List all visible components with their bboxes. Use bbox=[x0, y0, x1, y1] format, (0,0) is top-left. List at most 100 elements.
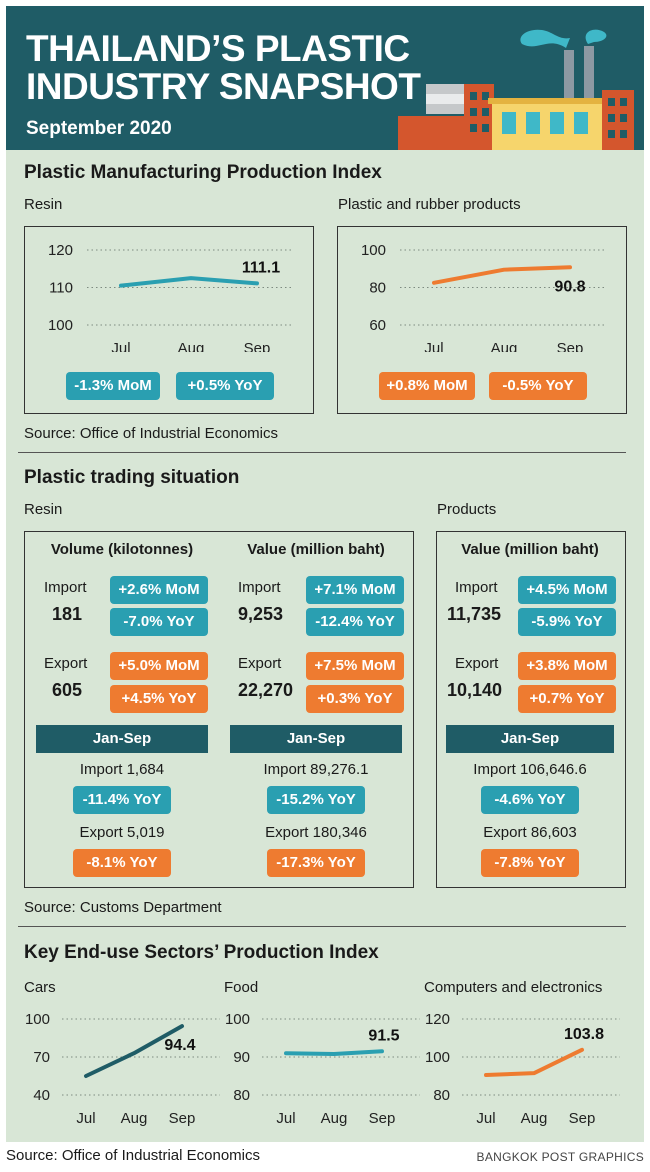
ytd-import-text: Import 1,684 bbox=[79, 761, 165, 778]
ytd-import-yoy-badge: -11.4% YoY bbox=[73, 786, 171, 814]
export-value: 605 bbox=[52, 680, 83, 700]
resin-mom-badge: -1.3% MoM bbox=[66, 372, 160, 400]
ytd-export-yoy-badge: -7.8% YoY bbox=[481, 849, 579, 877]
data-point bbox=[381, 1050, 383, 1052]
jan-sep-bar: Jan-Sep bbox=[36, 725, 208, 753]
y-tick-label: 100 bbox=[361, 242, 386, 259]
trading-resin-label: Resin bbox=[24, 501, 63, 518]
data-point bbox=[190, 277, 192, 279]
footer-credit: BANGKOK POST GRAPHICS bbox=[476, 1150, 644, 1164]
data-label: 94.4 bbox=[164, 1037, 195, 1054]
export-yoy-badge: +4.5% YoY bbox=[110, 685, 208, 713]
x-tick-label: Jul bbox=[111, 340, 130, 352]
chart-resin-subtitle: Resin bbox=[24, 196, 63, 213]
y-tick-label: 100 bbox=[425, 1049, 450, 1066]
data-label: 90.8 bbox=[554, 278, 585, 295]
y-tick-label: 60 bbox=[369, 317, 386, 334]
trading-source: Source: Customs Department bbox=[24, 899, 222, 916]
data-label: 111.1 bbox=[242, 259, 280, 276]
y-tick-label: 90 bbox=[233, 1049, 250, 1066]
y-tick-label: 100 bbox=[225, 1011, 250, 1028]
ytd-export-yoy-badge: -17.3% YoY bbox=[267, 849, 365, 877]
data-point bbox=[85, 1075, 87, 1077]
y-tick-label: 70 bbox=[33, 1049, 50, 1066]
y-tick-label: 100 bbox=[48, 317, 73, 334]
import-mom-badge: +4.5% MoM bbox=[518, 576, 616, 604]
trading-title: Plastic trading situation bbox=[24, 467, 240, 488]
x-tick-label: Jul bbox=[476, 1110, 495, 1127]
ytd-import-yoy-badge: -15.2% YoY bbox=[267, 786, 365, 814]
series-line bbox=[484, 1047, 584, 1078]
ytd-import-text: Import 106,646.6 bbox=[473, 761, 587, 778]
y-tick-label: 120 bbox=[48, 242, 73, 259]
production-index-source: Source: Office of Industrial Economics bbox=[24, 425, 279, 442]
trade-column-heading: Value (million baht) bbox=[247, 541, 385, 558]
trade-column-heading: Volume (kilotonnes) bbox=[50, 541, 194, 558]
header-banner: THAILAND’S PLASTIC INDUSTRY SNAPSHOT Sep… bbox=[6, 6, 644, 150]
export-yoy-badge: +0.7% YoY bbox=[518, 685, 616, 713]
export-yoy-badge: +0.3% YoY bbox=[306, 685, 404, 713]
products-chart-box: 100 80 60 Jul Aug Sep 90.8 +0.8% MoM -0.5% YoY bbox=[337, 226, 627, 414]
import-yoy-badge: -5.9% YoY bbox=[518, 608, 616, 636]
x-tick-label: Aug bbox=[121, 1110, 148, 1127]
y-tick-label: 110 bbox=[49, 280, 73, 297]
resin-trade-box bbox=[24, 531, 414, 888]
resin-production-chart: 120 110 100 Jul Aug Sep 111.1 bbox=[48, 242, 293, 352]
jan-sep-bar: Jan-Sep bbox=[230, 725, 402, 753]
chart-electronics-subtitle: Computers and electronics bbox=[424, 979, 603, 996]
x-tick-label: Aug bbox=[521, 1110, 548, 1127]
factory-icon bbox=[398, 29, 634, 150]
import-label: Import bbox=[455, 579, 498, 596]
cars-production-chart: 100 70 40 Jul Aug Sep 94.4 bbox=[25, 1011, 220, 1127]
products-mom-badge: +0.8% MoM bbox=[379, 372, 475, 400]
export-mom-badge: +7.5% MoM bbox=[306, 652, 404, 680]
data-point bbox=[285, 1052, 287, 1054]
jan-sep-bar: Jan-Sep bbox=[446, 725, 614, 753]
chart-products-subtitle: Plastic and rubber products bbox=[338, 196, 521, 213]
export-mom-badge: +5.0% MoM bbox=[110, 652, 208, 680]
import-yoy-badge: -12.4% YoY bbox=[306, 608, 404, 636]
import-yoy-badge: -7.0% YoY bbox=[110, 608, 208, 636]
x-tick-label: Aug bbox=[321, 1110, 348, 1127]
electronics-production-chart: 120 100 80 Jul Aug Sep 103.8 bbox=[425, 1011, 620, 1127]
x-tick-label: Sep bbox=[244, 340, 271, 352]
divider bbox=[18, 926, 626, 927]
resin-chart-box: 120 110 100 Jul Aug Sep 111.1 -1.3% MoM +0.5% … bbox=[24, 226, 314, 414]
data-point bbox=[433, 282, 435, 284]
export-label: Export bbox=[238, 655, 282, 672]
x-tick-label: Aug bbox=[491, 340, 518, 352]
x-tick-label: Jul bbox=[424, 340, 443, 352]
page-title: THAILAND’S PLASTIC INDUSTRY SNAPSHOT bbox=[26, 28, 421, 107]
import-value: 181 bbox=[52, 604, 83, 624]
products-trade-box bbox=[436, 531, 626, 888]
food-production-chart: 100 90 80 Jul Aug Sep 91.5 bbox=[225, 1011, 420, 1127]
x-tick-label: Sep bbox=[569, 1110, 596, 1127]
ytd-export-text: Export 86,603 bbox=[483, 824, 577, 841]
ytd-import-yoy-badge: -4.6% YoY bbox=[481, 786, 579, 814]
x-tick-label: Jul bbox=[276, 1110, 295, 1127]
import-mom-badge: +2.6% MoM bbox=[110, 576, 208, 604]
import-label: Import bbox=[44, 579, 87, 596]
chart-cars-subtitle: Cars bbox=[24, 979, 56, 996]
x-tick-label: Sep bbox=[169, 1110, 196, 1127]
data-label: 91.5 bbox=[368, 1027, 399, 1044]
x-tick-label: Jul bbox=[76, 1110, 95, 1127]
data-point bbox=[120, 285, 122, 287]
export-value: 22,270 bbox=[238, 680, 294, 700]
import-mom-badge: +7.1% MoM bbox=[306, 576, 404, 604]
ytd-import-text: Import 89,276.1 bbox=[263, 761, 369, 778]
footer-source: Source: Office of Industrial Economics bbox=[6, 1147, 261, 1164]
background-panel bbox=[6, 6, 644, 1142]
trading-products-label: Products bbox=[437, 501, 497, 518]
data-point bbox=[256, 282, 258, 284]
y-tick-label: 100 bbox=[25, 1011, 50, 1028]
data-point bbox=[333, 1053, 335, 1055]
export-value: 10,140 bbox=[447, 680, 503, 700]
data-point bbox=[133, 1052, 135, 1054]
export-label: Export bbox=[455, 655, 499, 672]
ytd-export-text: Export 5,019 bbox=[79, 824, 165, 841]
trade-column-heading: Value (million baht) bbox=[461, 541, 599, 558]
resin-yoy-badge: +0.5% YoY bbox=[176, 372, 274, 400]
data-point bbox=[181, 1025, 183, 1027]
export-mom-badge: +3.8% MoM bbox=[518, 652, 616, 680]
